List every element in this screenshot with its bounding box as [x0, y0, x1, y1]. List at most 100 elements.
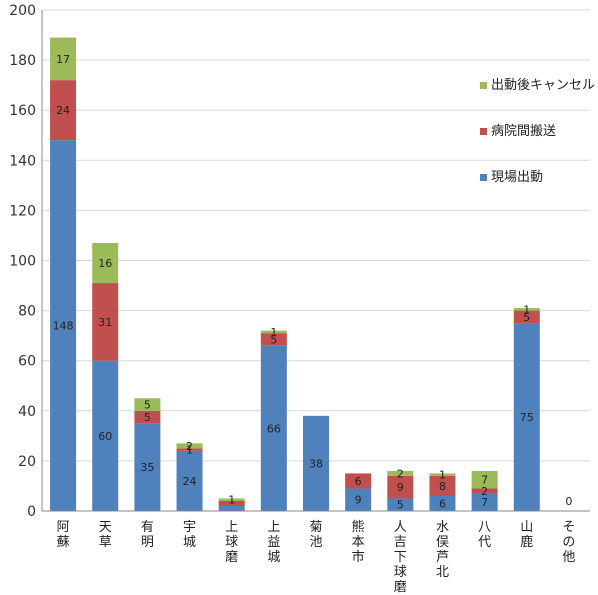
legend-swatch [480, 82, 487, 89]
data-label: 5 [270, 333, 277, 346]
y-tick-label: 100 [9, 254, 36, 270]
bar-segment [387, 470, 414, 476]
x-tick-label: 天草 [99, 520, 112, 550]
data-label: 9 [355, 494, 362, 507]
x-tick-label: 八代 [478, 520, 491, 550]
bar-segment [134, 398, 161, 411]
data-label: 38 [309, 457, 323, 470]
x-tick-label: 山鹿 [520, 520, 533, 550]
x-tick-label: 宇城 [183, 520, 196, 550]
y-tick-label: 20 [18, 454, 36, 470]
legend-swatch [480, 128, 487, 135]
gridlines [42, 9, 590, 512]
data-label: 16 [98, 257, 112, 270]
y-axis-ticks: 0 20 40 60 80 100 120 140 160 180 200 [9, 3, 36, 520]
bar-segment [303, 415, 329, 511]
y-tick-label: 200 [9, 3, 36, 19]
bar-segment [134, 410, 161, 424]
bar-segment [260, 345, 287, 511]
bar-segment [260, 333, 287, 346]
data-label: 1 [186, 444, 193, 457]
data-label: 5 [144, 399, 151, 412]
y-tick-label: 160 [9, 103, 36, 119]
y-tick-label: 80 [18, 304, 36, 320]
bar-segment [50, 37, 77, 81]
legend-label: 出動後キャンセル [491, 78, 595, 93]
bar-segment [50, 140, 77, 511]
bar-segment [513, 323, 540, 511]
legend-swatch [480, 174, 487, 181]
data-label: 2 [397, 467, 404, 480]
data-label: 66 [267, 422, 281, 435]
bars [50, 37, 540, 511]
x-tick-label: 水俣芦北 [436, 520, 449, 580]
data-label: 0 [565, 495, 572, 508]
data-label: 6 [439, 497, 446, 510]
data-label: 31 [98, 316, 112, 329]
bar-segment [218, 498, 245, 501]
x-tick-label: その他 [562, 520, 575, 565]
x-tick-label: 菊池 [309, 520, 322, 550]
bar-segment [429, 473, 456, 476]
y-tick-label: 0 [27, 504, 36, 520]
data-label: 5 [523, 311, 530, 324]
bar-segment [134, 423, 161, 511]
bar-segment [513, 310, 540, 324]
bar-segment [218, 500, 245, 506]
data-label: 24 [56, 104, 70, 117]
data-label: 8 [439, 480, 446, 493]
bar-segment [218, 505, 245, 511]
bar-segment [387, 475, 414, 499]
data-label: 1 [523, 303, 530, 316]
bar-segment [92, 360, 119, 511]
data-label: 35 [140, 461, 154, 474]
data-label: 1 [228, 494, 235, 507]
bar-segment [387, 498, 414, 511]
bar-segment [513, 308, 540, 311]
data-label: 6 [355, 475, 362, 488]
y-tick-label: 180 [9, 53, 36, 69]
x-tick-label: 有明 [141, 520, 154, 550]
x-tick-label: 熊本市 [352, 519, 365, 565]
legend-label: 現場出動 [491, 170, 543, 185]
y-tick-label: 140 [9, 153, 36, 169]
bar-segment [92, 242, 119, 284]
data-label: 17 [56, 53, 70, 66]
data-label: 7 [481, 474, 488, 487]
bar-segment [429, 495, 456, 511]
bar-segment [345, 488, 372, 511]
bar-segment [176, 443, 203, 449]
bar-segment [471, 493, 498, 511]
bar-segment [176, 450, 203, 511]
data-label: 1 [439, 469, 446, 482]
data-label: 2 [186, 440, 193, 453]
data-label: 24 [183, 475, 197, 488]
x-tick-label: 上益城 [267, 520, 280, 565]
bar-segment [176, 448, 203, 451]
bar-segment [471, 470, 498, 489]
data-labels: 1482417603116355524121665138965926817277… [53, 53, 573, 512]
bar-segment [345, 473, 372, 489]
data-label: 5 [397, 499, 404, 512]
data-label: 148 [53, 320, 74, 333]
y-tick-label: 40 [18, 404, 36, 420]
bar-segment [50, 80, 77, 141]
bar-segment [471, 488, 498, 494]
data-label: 60 [98, 430, 112, 443]
x-tick-label: 上球磨 [225, 520, 238, 565]
y-tick-label: 120 [9, 203, 36, 219]
y-tick-label: 60 [18, 354, 36, 370]
x-tick-label: 人吉下球磨 [394, 520, 407, 595]
x-tick-label: 阿蘇 [57, 520, 70, 550]
bar-segment [92, 283, 119, 361]
data-label: 7 [481, 496, 488, 509]
data-label: 1 [270, 326, 277, 339]
legend-label: 病院間搬送 [491, 124, 556, 139]
data-label: 9 [397, 481, 404, 494]
bar-segment [429, 475, 456, 496]
data-label: 75 [520, 411, 534, 424]
data-label: 5 [144, 411, 151, 424]
